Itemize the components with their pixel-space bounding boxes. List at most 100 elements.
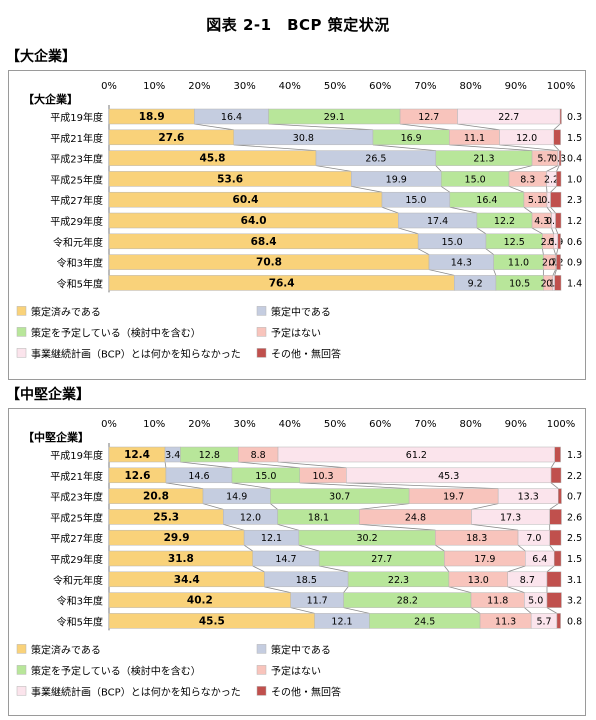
x-tick-label: 20%	[188, 419, 210, 430]
connector-line	[553, 144, 560, 151]
data-label: 9.2	[468, 278, 483, 289]
data-label-outside: 0.4	[567, 154, 582, 165]
bar-segment	[554, 275, 562, 291]
data-label: 11.1	[464, 133, 485, 144]
data-label: 0.8	[541, 195, 556, 206]
category-label: 令和5年度	[57, 615, 103, 628]
data-label-outside: 0.9	[567, 258, 582, 269]
legend-swatch	[16, 306, 27, 316]
data-label: 34.4	[174, 574, 200, 586]
data-label-outside: 2.6	[567, 512, 582, 523]
connector-line	[298, 544, 320, 552]
connector-line	[359, 503, 410, 510]
data-label: 3.4	[165, 450, 180, 461]
category-label: 平成25年度	[50, 511, 103, 524]
bar-segment	[557, 233, 561, 250]
data-label-outside: 2.3	[567, 195, 582, 206]
data-label: 15.0	[255, 471, 276, 482]
connector-line	[550, 186, 557, 193]
data-label: 70.8	[256, 257, 282, 269]
data-label-outside: 0.3	[567, 112, 582, 123]
x-tick-label: 50%	[324, 419, 346, 430]
connector-line	[359, 524, 436, 531]
x-tick-label: 100%	[547, 81, 576, 92]
connector-line	[546, 607, 558, 614]
data-label: 12.8	[199, 450, 220, 461]
legend-swatch	[256, 306, 267, 316]
data-label: 27.7	[371, 554, 392, 565]
data-label: 16.4	[476, 195, 497, 206]
connector-line	[243, 544, 253, 552]
bar-segment	[555, 212, 562, 229]
connector-line	[449, 206, 478, 214]
chart-large: 【大企業】 0% 10% 20% 30% 40% 50% 60% 70% 80% 90% 100% 平成…	[16, 81, 582, 360]
x-tick-label: 40%	[279, 81, 301, 92]
connector-line	[346, 482, 499, 489]
data-label-outside: 1.0	[567, 174, 582, 185]
connector-line	[417, 248, 430, 255]
bar-segment	[549, 529, 562, 546]
x-tick-label: 0%	[101, 81, 117, 92]
bar-segment	[556, 254, 561, 270]
connector-line	[555, 227, 559, 234]
data-label: 2.7	[542, 258, 557, 269]
connector-line	[549, 544, 555, 552]
connector-line	[238, 461, 300, 469]
legend-label: 策定を予定している（検討中を含む）	[31, 326, 201, 339]
connector-line	[554, 269, 557, 276]
category-label: 平成27年度	[50, 532, 103, 545]
data-label: 8.3	[520, 174, 535, 185]
data-label: 12.2	[494, 216, 515, 227]
legend-label: その他・無回答	[271, 347, 341, 360]
connector-line	[476, 227, 487, 235]
connector-line	[552, 269, 556, 276]
bar-segment	[553, 129, 561, 146]
data-label-outside: 1.4	[567, 278, 582, 289]
figure-title: 図表 2-1 BCP 策定状況	[206, 16, 390, 34]
connector-line	[549, 503, 559, 510]
data-label: 22.7	[498, 112, 519, 123]
legend-label: 策定済みである	[31, 305, 101, 318]
data-label: 19.7	[443, 492, 464, 503]
connector-line	[449, 144, 533, 151]
connector-line	[542, 248, 544, 255]
connector-line	[517, 544, 526, 552]
data-label-outside: 2.5	[567, 533, 582, 544]
x-tick-label: 80%	[459, 419, 481, 430]
connector-line	[556, 248, 559, 255]
legend-swatch	[16, 644, 27, 654]
category-label: 令和3年度	[57, 257, 103, 270]
data-label-outside: 3.1	[567, 575, 582, 586]
data-label: 17.4	[427, 216, 448, 227]
legend-label: その他・無回答	[271, 685, 341, 698]
category-label: 令和元年度	[53, 236, 103, 249]
legend-label: 策定済みである	[31, 643, 101, 656]
connector-line	[290, 607, 315, 614]
bar-segment	[550, 191, 562, 208]
connector-line	[351, 186, 383, 193]
legend-swatch	[16, 665, 27, 675]
connector-line	[553, 123, 561, 131]
connector-line	[507, 586, 525, 593]
legend-swatch	[16, 686, 27, 696]
bar-segment	[556, 613, 561, 629]
legend-label: 策定中である	[271, 305, 331, 318]
category-label: 平成19年度	[50, 449, 103, 462]
data-label: 24.5	[414, 616, 435, 627]
connector-line	[268, 123, 373, 131]
data-label: 22.3	[388, 575, 409, 586]
data-label-outside: 0.6	[567, 237, 582, 248]
legend-label: 事業継続計画（BCP）とは何かを知らなかった	[31, 347, 241, 360]
data-label: 45.3	[438, 471, 459, 482]
connector-line	[180, 461, 232, 469]
data-label: 2.2	[544, 174, 559, 185]
bar-segment	[556, 171, 562, 187]
connector-line	[470, 607, 481, 614]
x-tick-label: 40%	[279, 419, 301, 430]
legend-swatch	[256, 686, 267, 696]
data-label: 13.0	[468, 575, 489, 586]
legend-swatch	[256, 327, 267, 337]
connector-line	[457, 123, 500, 131]
legend-swatch	[256, 348, 267, 358]
data-label: 14.7	[275, 554, 296, 565]
